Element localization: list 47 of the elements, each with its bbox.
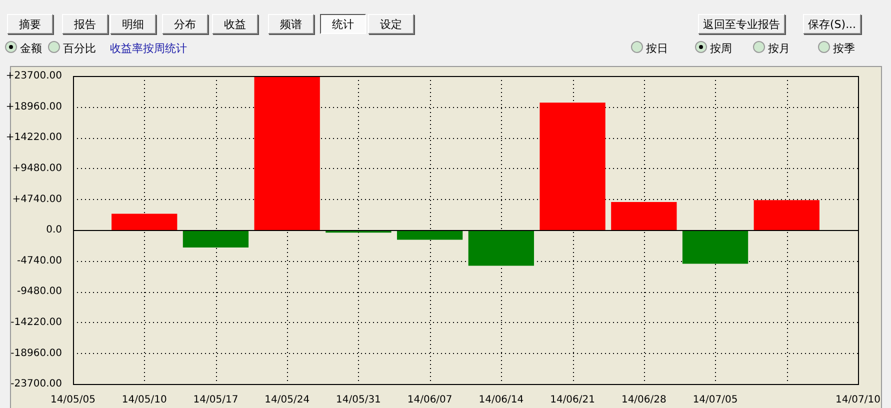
- tab-button: 报告: [62, 14, 108, 34]
- bar: [754, 200, 820, 230]
- tab-button: 收益: [212, 14, 258, 34]
- tab-button: 设定: [368, 14, 414, 34]
- x-tick-label: 14/06/14: [478, 394, 524, 406]
- y-tick-label: 0.0: [46, 224, 62, 236]
- radio-option: 金额: [5, 41, 42, 57]
- y-tick-label: -9480.00: [17, 286, 62, 298]
- chart-title: 收益率按周统计: [110, 41, 187, 56]
- x-tick-label: 14/05/10: [122, 394, 167, 406]
- bar: [182, 230, 249, 248]
- bar: [468, 230, 534, 266]
- radio-option: 按日: [631, 41, 668, 57]
- x-tick-label: 14/07/10: [836, 394, 880, 406]
- push-button: 返回至专业报告: [698, 14, 785, 34]
- x-tick-label: 14/05/31: [336, 394, 381, 406]
- bar: [112, 214, 178, 230]
- bar: [682, 230, 748, 264]
- y-tick-label: -23700.00: [10, 378, 62, 390]
- radio-option: 按季: [818, 41, 855, 57]
- push-button: 保存(S)...: [803, 14, 862, 34]
- bar: [611, 202, 677, 230]
- bar: [254, 76, 320, 230]
- tab-button: 频谱: [268, 14, 314, 34]
- tab-button: 统计: [320, 14, 366, 34]
- x-tick-label: 14/05/24: [264, 394, 310, 406]
- x-tick-label: 14/06/28: [621, 394, 666, 406]
- y-tick-label: -14220.00: [10, 316, 62, 328]
- tab-button: 明细: [110, 14, 156, 34]
- bar: [540, 102, 606, 230]
- y-tick-label: +4740.00: [12, 194, 62, 205]
- x-tick-label: 14/07/05: [692, 394, 738, 406]
- x-tick-label: 14/06/07: [407, 394, 452, 406]
- radio-option: 按月: [753, 41, 790, 57]
- radio-option: 按周: [695, 41, 732, 57]
- tab-button: 分布: [162, 14, 208, 34]
- y-tick-label: +14220.00: [6, 132, 62, 144]
- y-tick-label: -18960.00: [10, 348, 62, 359]
- x-tick-label: 14/05/17: [193, 394, 238, 406]
- y-tick-label: +18960.00: [6, 101, 62, 112]
- x-tick-label: 14/05/05: [50, 394, 96, 406]
- radio-option: 百分比: [48, 41, 96, 57]
- y-tick-label: +9480.00: [12, 162, 62, 174]
- x-tick-label: 14/06/21: [550, 394, 596, 406]
- y-tick-label: -4740.00: [17, 255, 62, 266]
- tab-button: 摘要: [7, 14, 53, 34]
- y-tick-label: +23700.00: [6, 70, 62, 82]
